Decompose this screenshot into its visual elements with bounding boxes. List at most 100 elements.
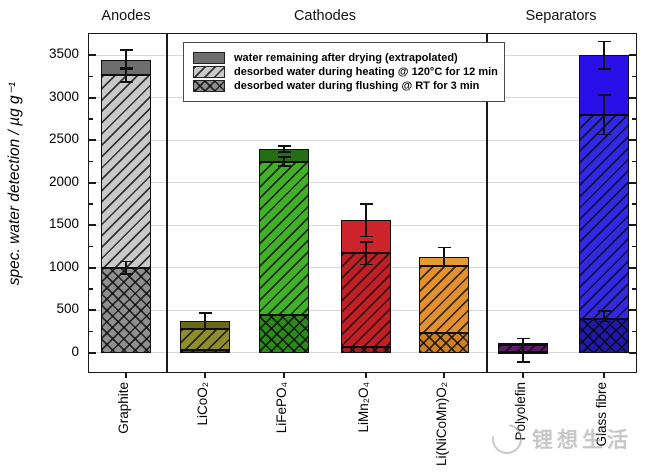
bar-segment [180,350,230,353]
y-major-tick [629,139,636,142]
x-category-label: LiMn₂O₄ [356,382,371,433]
x-category-label: Polyolefin [513,382,528,441]
error-bar-cap [277,156,291,158]
error-bar [204,313,206,330]
error-bar-cap [437,265,451,267]
error-bar-cap [597,40,611,43]
y-major-tick [629,224,636,227]
y-minor-tick [632,288,636,290]
y-minor-tick [89,288,93,290]
gridline [89,182,636,184]
gridline [89,139,636,141]
legend-label: water remaining after drying (extrapolat… [234,52,458,64]
y-tick-label: 1500 [48,216,79,232]
y-major-tick [89,351,96,354]
error-bar-cap [119,260,133,263]
legend-item: desorbed water during flushing @ RT for … [193,80,495,92]
bar-segment [259,315,309,353]
error-bar-cap [516,337,530,340]
bar-segment [419,333,469,353]
bar-segment [579,318,629,353]
y-tick-label: 3000 [48,88,79,104]
y-major-tick [89,266,96,269]
error-bar-cap [359,203,373,205]
x-tick [204,373,206,378]
x-category-label: LiCoO₂ [195,382,210,426]
y-minor-tick [89,160,93,163]
bar-segment [259,161,309,316]
error-bar-cap [597,133,611,136]
error-bar-cap [198,312,212,315]
error-bar-cap [277,144,291,147]
error-bar [283,156,285,167]
error-bar-cap [119,273,133,275]
y-major-tick [629,309,636,312]
legend-swatch-solid-icon [193,52,225,64]
y-tick-label: 3500 [48,46,79,62]
error-bar [125,50,127,69]
x-tick [443,373,445,378]
y-minor-tick [632,160,636,163]
y-major-tick [629,96,636,99]
error-bar-cap [359,241,373,244]
y-minor-tick [89,203,93,205]
y-tick-label: 2000 [48,173,79,189]
bar-segment [579,114,629,319]
error-bar-cap [277,150,291,153]
error-bar [603,41,605,69]
y-tick-label: 1000 [48,258,79,274]
group-header-cathodes: Cathodes [293,8,357,24]
group-divider [486,34,488,372]
y-axis-title: spec. water detection / µg g⁻¹ [6,82,23,286]
x-tick [522,373,524,378]
error-bar [522,338,524,363]
bar-segment [180,328,230,351]
legend-item: water remaining after drying (extrapolat… [193,52,495,64]
y-minor-tick [89,330,93,333]
y-minor-tick [89,75,93,78]
x-tick [125,373,127,378]
error-bar-cap [119,81,133,83]
x-tick [365,373,367,378]
y-major-tick [629,266,636,269]
y-major-tick [89,309,96,312]
error-bar [365,204,367,237]
legend: water remaining after drying (extrapolat… [183,42,505,102]
y-tick-label: 0 [71,343,79,359]
error-bar [125,261,127,275]
gridline [89,352,636,354]
legend-swatch-hatch-icon [193,66,225,78]
error-bar-cap [359,235,373,238]
x-category-label: Graphite [116,382,131,434]
y-major-tick [629,54,636,57]
x-category-label: Li(NiCoMn)O₂ [434,382,449,466]
error-bar-cap [119,49,133,51]
y-major-tick [89,139,96,142]
error-bar-cap [597,68,611,70]
y-major-tick [629,181,636,184]
y-tick-label: 2500 [48,131,79,147]
error-bar [365,242,367,265]
watermark-text: 锂想生活 [532,429,632,452]
x-category-label: Glass fibre [594,382,609,447]
error-bar-cap [597,310,611,312]
error-bar-cap [198,328,212,331]
error-bar [603,95,605,135]
x-tick [603,373,605,378]
y-minor-tick [632,330,636,333]
y-minor-tick [632,118,636,120]
error-bar-cap [359,263,373,266]
legend-label: desorbed water during flushing @ RT for … [234,80,480,92]
error-bar [603,311,605,322]
error-bar [443,247,445,267]
y-minor-tick [632,245,636,248]
x-category-label: LiFePO₄ [274,382,289,434]
legend-swatch-crosshatch-icon [193,80,225,92]
error-bar-cap [277,165,291,167]
group-divider [166,34,168,372]
error-bar-cap [597,94,611,96]
x-tick [283,373,285,378]
legend-item: desorbed water during heating @ 120°C fo… [193,66,498,78]
error-bar [283,145,285,152]
